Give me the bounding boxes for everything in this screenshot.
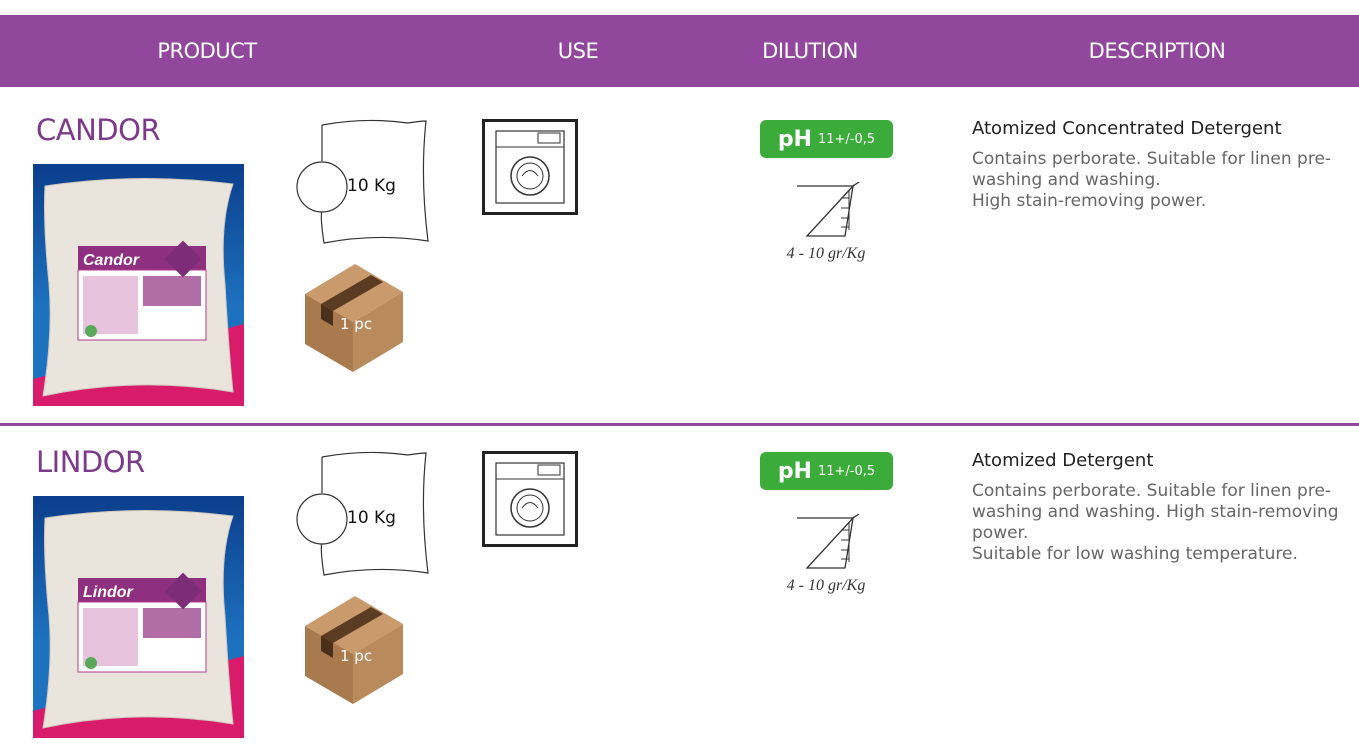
product-name: CANDOR <box>36 113 161 147</box>
dose: 4 - 10 gr/Kg <box>786 245 866 262</box>
bag-brand: Lindor <box>83 584 134 601</box>
box-left <box>305 626 353 704</box>
washer-icon <box>482 119 578 215</box>
bag-diamond <box>164 240 202 278</box>
description: Contains perborate. Suitable for linen p… <box>972 481 1344 565</box>
cup-icon <box>797 182 860 237</box>
weight: 10 Kg <box>347 508 396 528</box>
cup <box>797 514 860 569</box>
washer-glass <box>516 494 544 522</box>
sack-circle <box>296 493 348 545</box>
box-right <box>353 292 403 372</box>
description-title: Atomized Detergent <box>972 450 1154 471</box>
cup-icon <box>797 514 860 569</box>
washer-frame <box>482 451 578 547</box>
washer-door <box>510 488 550 528</box>
description-title: Atomized Concentrated Detergent <box>972 118 1282 139</box>
ph-value: 11+/-0,5 <box>817 131 876 147</box>
washer-body <box>495 462 565 536</box>
description: Contains perborate. Suitable for linen p… <box>972 149 1344 212</box>
description-text: Contains perborate. Suitable for linen p… <box>972 481 1339 543</box>
bag-text-block <box>143 608 201 638</box>
ph-badge: pH 11+/-0,5 <box>760 452 893 490</box>
box-tape <box>321 607 383 643</box>
pack: 1 pc <box>340 315 373 333</box>
header-bar: PRODUCT USE DILUTION DESCRIPTION <box>0 15 1359 87</box>
column-header: DESCRIPTION <box>1088 39 1226 63</box>
box-tape <box>321 636 333 658</box>
sack-outline <box>320 451 429 576</box>
bag-logo <box>85 325 97 337</box>
description-text: High stain-removing power. <box>972 191 1207 211</box>
washer-frame <box>482 119 578 215</box>
washer-glass <box>516 162 544 190</box>
washer-swirl <box>521 170 539 177</box>
box-tape <box>321 304 333 326</box>
product-name: LINDOR <box>36 445 145 479</box>
description-text: Suitable for low washing temperature. <box>972 544 1298 564</box>
box-icon <box>305 264 403 372</box>
washer-drawer <box>537 132 561 144</box>
dose: 4 - 10 gr/Kg <box>786 577 866 594</box>
bag-text-block <box>83 276 138 334</box>
product-image: Candor <box>33 164 244 406</box>
pack: 1 pc <box>340 647 373 665</box>
column-header: DILUTION <box>762 39 858 63</box>
sack-circle <box>296 161 348 213</box>
ph-badge: pH 11+/-0,5 <box>760 120 893 158</box>
sack-icon <box>296 119 429 244</box>
washer-drawer <box>537 464 561 476</box>
washer-swirl <box>521 502 539 509</box>
bag-logo <box>85 657 97 669</box>
divider <box>0 423 1359 426</box>
box-left <box>305 294 353 372</box>
washer-door <box>510 156 550 196</box>
weight: 10 Kg <box>347 176 396 196</box>
product-image: Lindor <box>33 496 244 738</box>
ph-label: pH <box>777 458 812 484</box>
box-right <box>353 624 403 704</box>
bag-text-block <box>83 608 138 666</box>
bag-brand: Candor <box>83 252 140 269</box>
ph-value: 11+/-0,5 <box>817 463 876 479</box>
ph-label: pH <box>777 126 812 152</box>
cup <box>797 182 860 237</box>
description-text: Contains perborate. Suitable for linen p… <box>972 149 1332 190</box>
sack-icon <box>296 451 429 576</box>
sack-outline <box>320 119 429 244</box>
washer-icon <box>482 451 578 547</box>
column-header: PRODUCT <box>157 39 257 63</box>
bag-diamond <box>164 572 202 610</box>
bag-text-block <box>143 276 201 306</box>
box-tape <box>321 275 383 311</box>
washer-body <box>495 130 565 204</box>
box-icon <box>305 596 403 704</box>
column-header: USE <box>557 39 599 63</box>
